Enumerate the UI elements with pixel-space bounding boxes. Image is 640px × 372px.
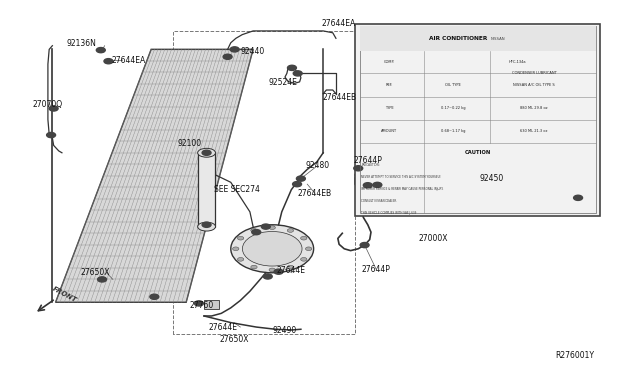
Text: 27644E: 27644E [277,266,306,275]
Circle shape [573,195,582,201]
Text: 880 ML 29.8 oz: 880 ML 29.8 oz [520,106,548,110]
Text: 92480: 92480 [305,161,330,170]
Text: 92524E: 92524E [269,78,298,87]
Text: SEE SEC274: SEE SEC274 [214,185,260,194]
Text: CAUTION: CAUTION [465,150,491,155]
Text: IMPROPER SERVICE & REPAIR MAY CAUSE PERSONAL INJURY.: IMPROPER SERVICE & REPAIR MAY CAUSE PERS… [362,187,444,191]
Circle shape [360,243,369,248]
Text: 92136N: 92136N [66,39,96,48]
Text: 27070Q: 27070Q [32,100,62,109]
Text: 27000X: 27000X [419,234,448,243]
Text: 27644E: 27644E [209,323,237,331]
Ellipse shape [198,222,216,231]
Circle shape [293,71,302,76]
Circle shape [230,47,239,52]
Polygon shape [56,49,253,302]
Circle shape [49,106,58,111]
Text: NISSAN A/C OIL TYPE S: NISSAN A/C OIL TYPE S [513,83,555,87]
Text: 92100: 92100 [177,139,202,148]
Text: 92490: 92490 [273,326,297,335]
Text: HFC-134a: HFC-134a [508,60,526,64]
Circle shape [305,247,312,251]
Text: COMP.: COMP. [384,60,395,64]
Text: FRONT: FRONT [51,285,78,303]
Circle shape [251,229,257,232]
Circle shape [104,59,113,64]
Circle shape [223,54,232,60]
Circle shape [202,222,211,227]
Text: 27760: 27760 [190,301,214,311]
Text: 27644EA: 27644EA [112,56,146,65]
Text: TYPE: TYPE [385,106,394,110]
Bar [360,26,596,51]
Text: PRECAUTION:: PRECAUTION: [362,163,380,167]
Circle shape [252,230,260,235]
Circle shape [195,301,204,306]
Circle shape [287,265,294,269]
Text: 630 ML 21.3 oz: 630 ML 21.3 oz [520,129,548,133]
Circle shape [287,229,294,232]
Circle shape [47,132,56,138]
Circle shape [251,265,257,269]
Text: 27644EB: 27644EB [298,189,332,198]
Circle shape [150,294,159,299]
Circle shape [354,166,363,171]
Text: CONDENSER LUBRICANT: CONDENSER LUBRICANT [512,71,557,76]
Circle shape [98,277,106,282]
Text: 27644EB: 27644EB [322,93,356,102]
Text: 27644EA: 27644EA [322,19,356,28]
Text: 0.68~1.17 kg: 0.68~1.17 kg [441,129,465,133]
Bar [204,300,220,309]
Circle shape [237,257,244,261]
Text: 27650X: 27650X [220,335,249,344]
Circle shape [263,274,272,279]
Circle shape [287,65,296,70]
Circle shape [373,182,382,187]
Bar [360,26,596,213]
Circle shape [97,48,105,53]
Text: AMOUNT: AMOUNT [381,129,397,133]
Text: R276001Y: R276001Y [556,351,595,360]
Bar [198,153,216,227]
Circle shape [301,257,307,261]
Text: NEVER ATTEMPT TO SERVICE THIS A/C SYSTEM YOURSELF.: NEVER ATTEMPT TO SERVICE THIS A/C SYSTEM… [362,175,442,179]
Text: REF.: REF. [386,83,393,87]
Text: 92450: 92450 [480,174,504,183]
Text: 27644P: 27644P [353,155,382,165]
Circle shape [274,269,283,274]
Text: 92440: 92440 [241,47,265,56]
Text: OIL TYPE: OIL TYPE [445,83,461,87]
Circle shape [231,225,314,273]
Text: CONSULT NISSAN DEALER.: CONSULT NISSAN DEALER. [362,199,397,203]
Circle shape [296,176,305,181]
Bar [355,23,600,215]
Text: 27650X: 27650X [81,268,111,277]
Circle shape [202,150,211,155]
Text: THIS VEHICLE COMPLIES WITH SAE J-639: THIS VEHICLE COMPLIES WITH SAE J-639 [362,211,417,215]
Circle shape [237,236,244,240]
Text: AIR CONDITIONER: AIR CONDITIONER [429,36,487,41]
Circle shape [232,247,239,251]
Circle shape [364,183,372,188]
Circle shape [292,182,301,187]
Circle shape [269,226,275,230]
Ellipse shape [198,148,216,157]
Circle shape [243,231,302,266]
Circle shape [261,224,270,229]
Text: 0.17~0.22 kg: 0.17~0.22 kg [441,106,465,110]
Text: 27644P: 27644P [362,264,390,273]
Circle shape [301,236,307,240]
Circle shape [269,268,275,272]
Text: NISSAN: NISSAN [490,37,505,41]
